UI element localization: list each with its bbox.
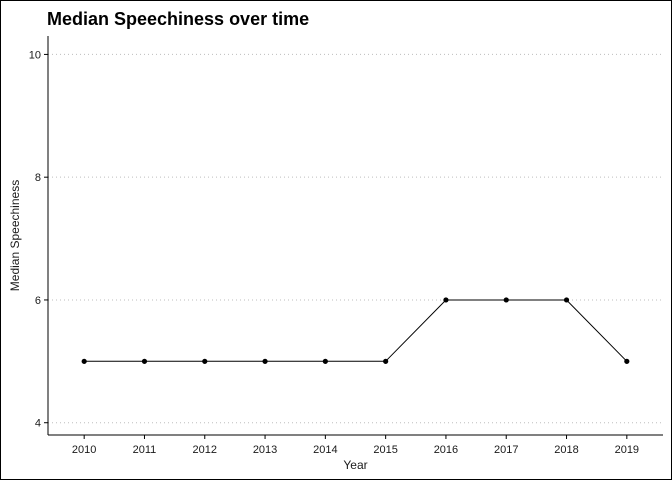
x-tick-label-2014: 2014	[313, 444, 337, 456]
x-tick-label-2011: 2011	[133, 444, 157, 456]
x-tick-label-2018: 2018	[554, 444, 578, 456]
data-point-2010	[81, 358, 87, 364]
x-tick-label-2013: 2013	[253, 444, 277, 456]
series	[81, 297, 630, 364]
data-point-2019	[624, 358, 630, 364]
series-line	[84, 299, 628, 362]
data-point-2016	[443, 297, 449, 303]
x-tick-label-2010: 2010	[72, 444, 96, 456]
gridlines	[48, 53, 663, 424]
y-tick-label-4: 4	[35, 418, 41, 430]
x-tick-label-2016: 2016	[434, 444, 458, 456]
chart-title: Median Speechiness over time	[47, 9, 309, 29]
data-point-2013	[262, 358, 268, 364]
y-tick-label-6: 6	[35, 295, 41, 307]
data-point-2017	[503, 297, 509, 303]
y-axis-title: Median Speechiness	[8, 180, 22, 291]
y-tick-label-10: 10	[29, 49, 41, 61]
x-tick-label-2019: 2019	[615, 444, 639, 456]
data-point-2014	[322, 358, 328, 364]
x-tick-label-2017: 2017	[494, 444, 518, 456]
x-axis-title: Year	[343, 458, 367, 472]
data-point-2018	[563, 297, 570, 303]
tick-labels: 4 6 8 10 2010 2011 2012 2013 2014 2015 2016 2017 201…	[29, 49, 639, 456]
axes	[44, 36, 663, 439]
y-tick-label-8: 8	[35, 172, 41, 184]
data-point-2012	[202, 358, 208, 364]
data-point-2015	[383, 358, 389, 364]
x-tick-label-2015: 2015	[373, 444, 397, 456]
x-tick-label-2012: 2012	[193, 444, 217, 456]
data-point-2011	[141, 358, 148, 364]
